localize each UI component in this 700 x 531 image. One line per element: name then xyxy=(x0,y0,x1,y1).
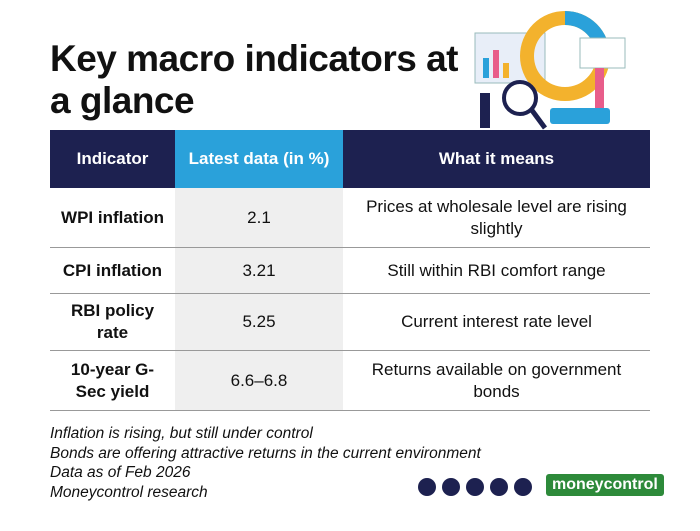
value-cell: 6.6–6.8 xyxy=(175,350,343,411)
column-header: Indicator xyxy=(50,130,175,188)
note: Moneycontrol research xyxy=(50,483,208,501)
bar-icon xyxy=(493,50,499,78)
meaning-cell: Current interest rate level xyxy=(343,293,650,351)
telegram-icon[interactable] xyxy=(514,478,532,496)
illustration xyxy=(474,11,626,130)
indicators-table: Indicator Latest data (in %) What it means… xyxy=(50,130,650,411)
title: Key macro indicators at a glance xyxy=(50,38,458,121)
column-header: What it means xyxy=(343,130,650,188)
linkedin-icon[interactable] xyxy=(490,478,508,496)
note: Data as of Feb 2026 xyxy=(50,464,191,481)
table-row: CPI inflation 3.21 Still within RBI comfor… xyxy=(50,247,650,294)
x-icon[interactable] xyxy=(442,478,460,496)
indicator-cell: CPI inflation xyxy=(50,247,175,294)
bar-icon xyxy=(503,63,509,78)
column-header: Latest data (in %) xyxy=(175,130,343,188)
meaning-cell: Still within RBI comfort range xyxy=(343,247,650,294)
table-row: WPI inflation 2.1 Prices at wholesale leve… xyxy=(50,188,650,248)
bar-icon xyxy=(483,58,489,78)
card xyxy=(579,37,626,69)
books xyxy=(550,108,610,124)
value-cell: 5.25 xyxy=(175,293,343,351)
instagram-icon[interactable] xyxy=(466,478,484,496)
indicator-cell: RBI policy rate xyxy=(50,293,175,351)
person xyxy=(595,68,604,108)
meaning-cell: Returns available on government bonds xyxy=(343,350,650,411)
note: Inflation is rising, but still under con… xyxy=(50,425,313,442)
social-icons xyxy=(418,478,532,496)
table-row: RBI policy rate 5.25 Current interest rate… xyxy=(50,293,650,351)
logo: moneycontrol xyxy=(546,474,664,496)
magnifier-handle xyxy=(528,107,548,130)
table-row: 10-year G-Sec yield 6.6–6.8 Returns availa… xyxy=(50,350,650,411)
value-cell: 3.21 xyxy=(175,247,343,294)
magnifier xyxy=(502,80,538,116)
note: Bonds are offering attractive returns in… xyxy=(50,444,481,462)
value-cell: 2.1 xyxy=(175,188,343,248)
facebook-icon[interactable] xyxy=(418,478,436,496)
person xyxy=(480,93,490,128)
notes: Inflation is rising, but still under con… xyxy=(50,424,481,502)
meaning-cell: Prices at wholesale level are rising sli… xyxy=(343,188,650,248)
indicator-cell: 10-year G-Sec yield xyxy=(50,350,175,411)
indicator-cell: WPI inflation xyxy=(50,188,175,248)
